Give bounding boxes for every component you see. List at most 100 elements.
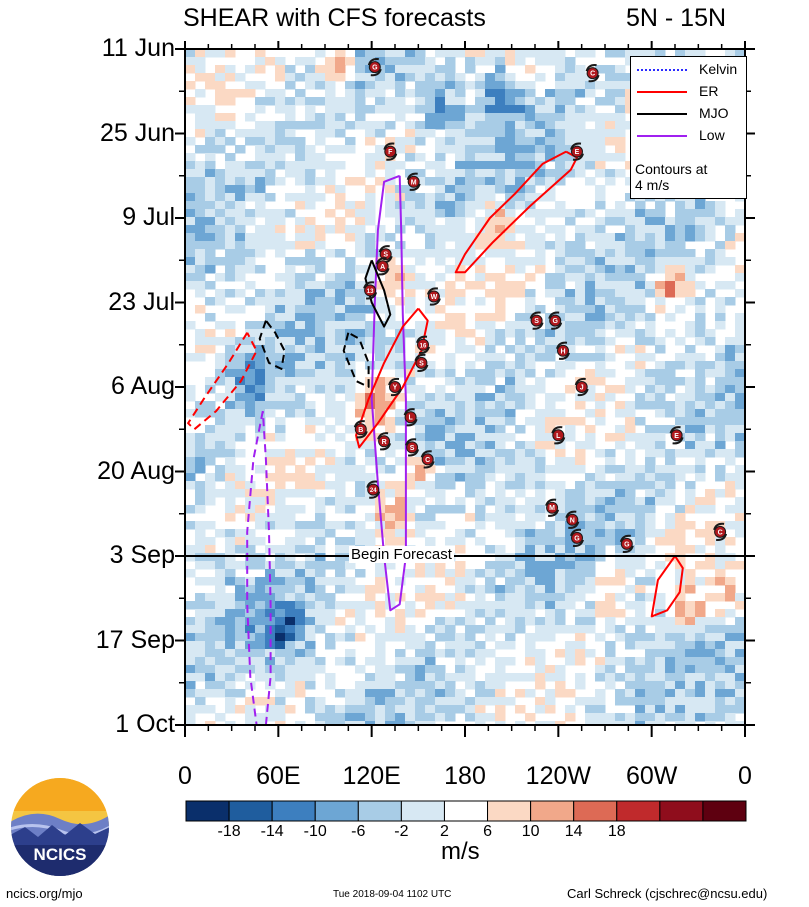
shading-cell [475, 521, 486, 530]
shading-cell [305, 225, 316, 234]
shading-cell [535, 97, 546, 106]
shading-cell [205, 377, 216, 386]
shading-cell [715, 609, 726, 618]
shading-cell [535, 721, 546, 725]
shading-cell [735, 361, 745, 370]
shading-cell [315, 537, 326, 546]
shading-cell [565, 289, 576, 298]
shading-cell [335, 657, 346, 666]
shading-cell [435, 369, 446, 378]
shading-cell [245, 641, 256, 650]
shading-cell [405, 169, 416, 178]
shading-cell [255, 161, 266, 170]
shading-cell [715, 217, 726, 226]
shading-cell [675, 657, 686, 666]
shading-cell [395, 505, 406, 514]
shading-cell [545, 689, 556, 698]
shading-cell [185, 177, 196, 186]
shading-cell [265, 217, 276, 226]
shading-cell [565, 625, 576, 634]
colorbar-label: -10 [303, 823, 327, 840]
shading-cell [275, 249, 286, 258]
shading-cell [255, 697, 266, 706]
shading-cell [205, 689, 216, 698]
shading-cell [225, 153, 236, 162]
contour-low [370, 174, 407, 612]
shading-cell [605, 457, 616, 466]
shading-cell [295, 641, 306, 650]
shading-cell [425, 465, 436, 474]
shading-cell [465, 329, 476, 338]
shading-cell [485, 201, 496, 210]
shading-cell [265, 369, 276, 378]
y-tick-label: 11 Jun [101, 34, 175, 62]
shading-cell [315, 513, 326, 522]
shading-cell [185, 161, 196, 170]
shading-cell [535, 241, 546, 250]
shading-cell [555, 513, 566, 522]
shading-cell [365, 417, 376, 426]
shading-cell [715, 673, 726, 682]
shading-cell [195, 497, 206, 506]
shading-cell [405, 273, 416, 282]
shading-cell [455, 593, 466, 602]
legend-item-er: ER [631, 81, 746, 101]
shading-cell [515, 201, 526, 210]
shading-cell [305, 337, 316, 346]
shading-cell [435, 497, 446, 506]
shading-cell [595, 241, 606, 250]
shading-cell [385, 465, 396, 474]
shading-cell [495, 177, 506, 186]
shading-cell [355, 113, 366, 122]
shading-cell [445, 417, 456, 426]
shading-cell [325, 97, 336, 106]
shading-cell [425, 113, 436, 122]
shading-cell [625, 233, 636, 242]
shading-cell [495, 305, 506, 314]
shading-cell [595, 313, 606, 322]
shading-cell [435, 625, 446, 634]
shading-cell [695, 313, 706, 322]
shading-cell [465, 649, 476, 658]
shading-cell [335, 377, 346, 386]
shading-cell [655, 433, 666, 442]
shading-cell [615, 569, 626, 578]
shading-cell [315, 305, 326, 314]
shading-cell [225, 305, 236, 314]
shading-cell [575, 321, 586, 330]
shading-cell [405, 217, 416, 226]
shading-cell [255, 369, 266, 378]
shading-cell [425, 585, 436, 594]
shading-cell [575, 305, 586, 314]
shading-cell [205, 337, 216, 346]
shading-cell [335, 585, 346, 594]
shading-cell [605, 81, 616, 90]
shading-cell [325, 393, 336, 402]
shading-cell [675, 617, 686, 626]
storm-marker: S [529, 311, 544, 330]
shading-cell [655, 49, 666, 58]
shading-cell [225, 689, 236, 698]
shading-cell [225, 617, 236, 626]
shading-cell [325, 617, 336, 626]
shading-cell [435, 209, 446, 218]
shading-cell [235, 545, 246, 554]
shading-cell [185, 625, 196, 634]
shading-cell [375, 329, 386, 338]
shading-cell [425, 73, 436, 82]
shading-cell [495, 625, 506, 634]
shading-cell [255, 241, 266, 250]
shading-cell [475, 393, 486, 402]
shading-cell [635, 49, 646, 58]
shading-cell [555, 689, 566, 698]
shading-cell [395, 457, 406, 466]
storm-marker: W [426, 287, 441, 306]
shading-cell [375, 129, 386, 138]
shading-cell [225, 681, 236, 690]
shading-cell [725, 609, 736, 618]
shading-cell [365, 497, 376, 506]
shading-cell [705, 209, 716, 218]
shading-cell [435, 441, 446, 450]
shading-cell [185, 225, 196, 234]
shading-cell [215, 217, 226, 226]
